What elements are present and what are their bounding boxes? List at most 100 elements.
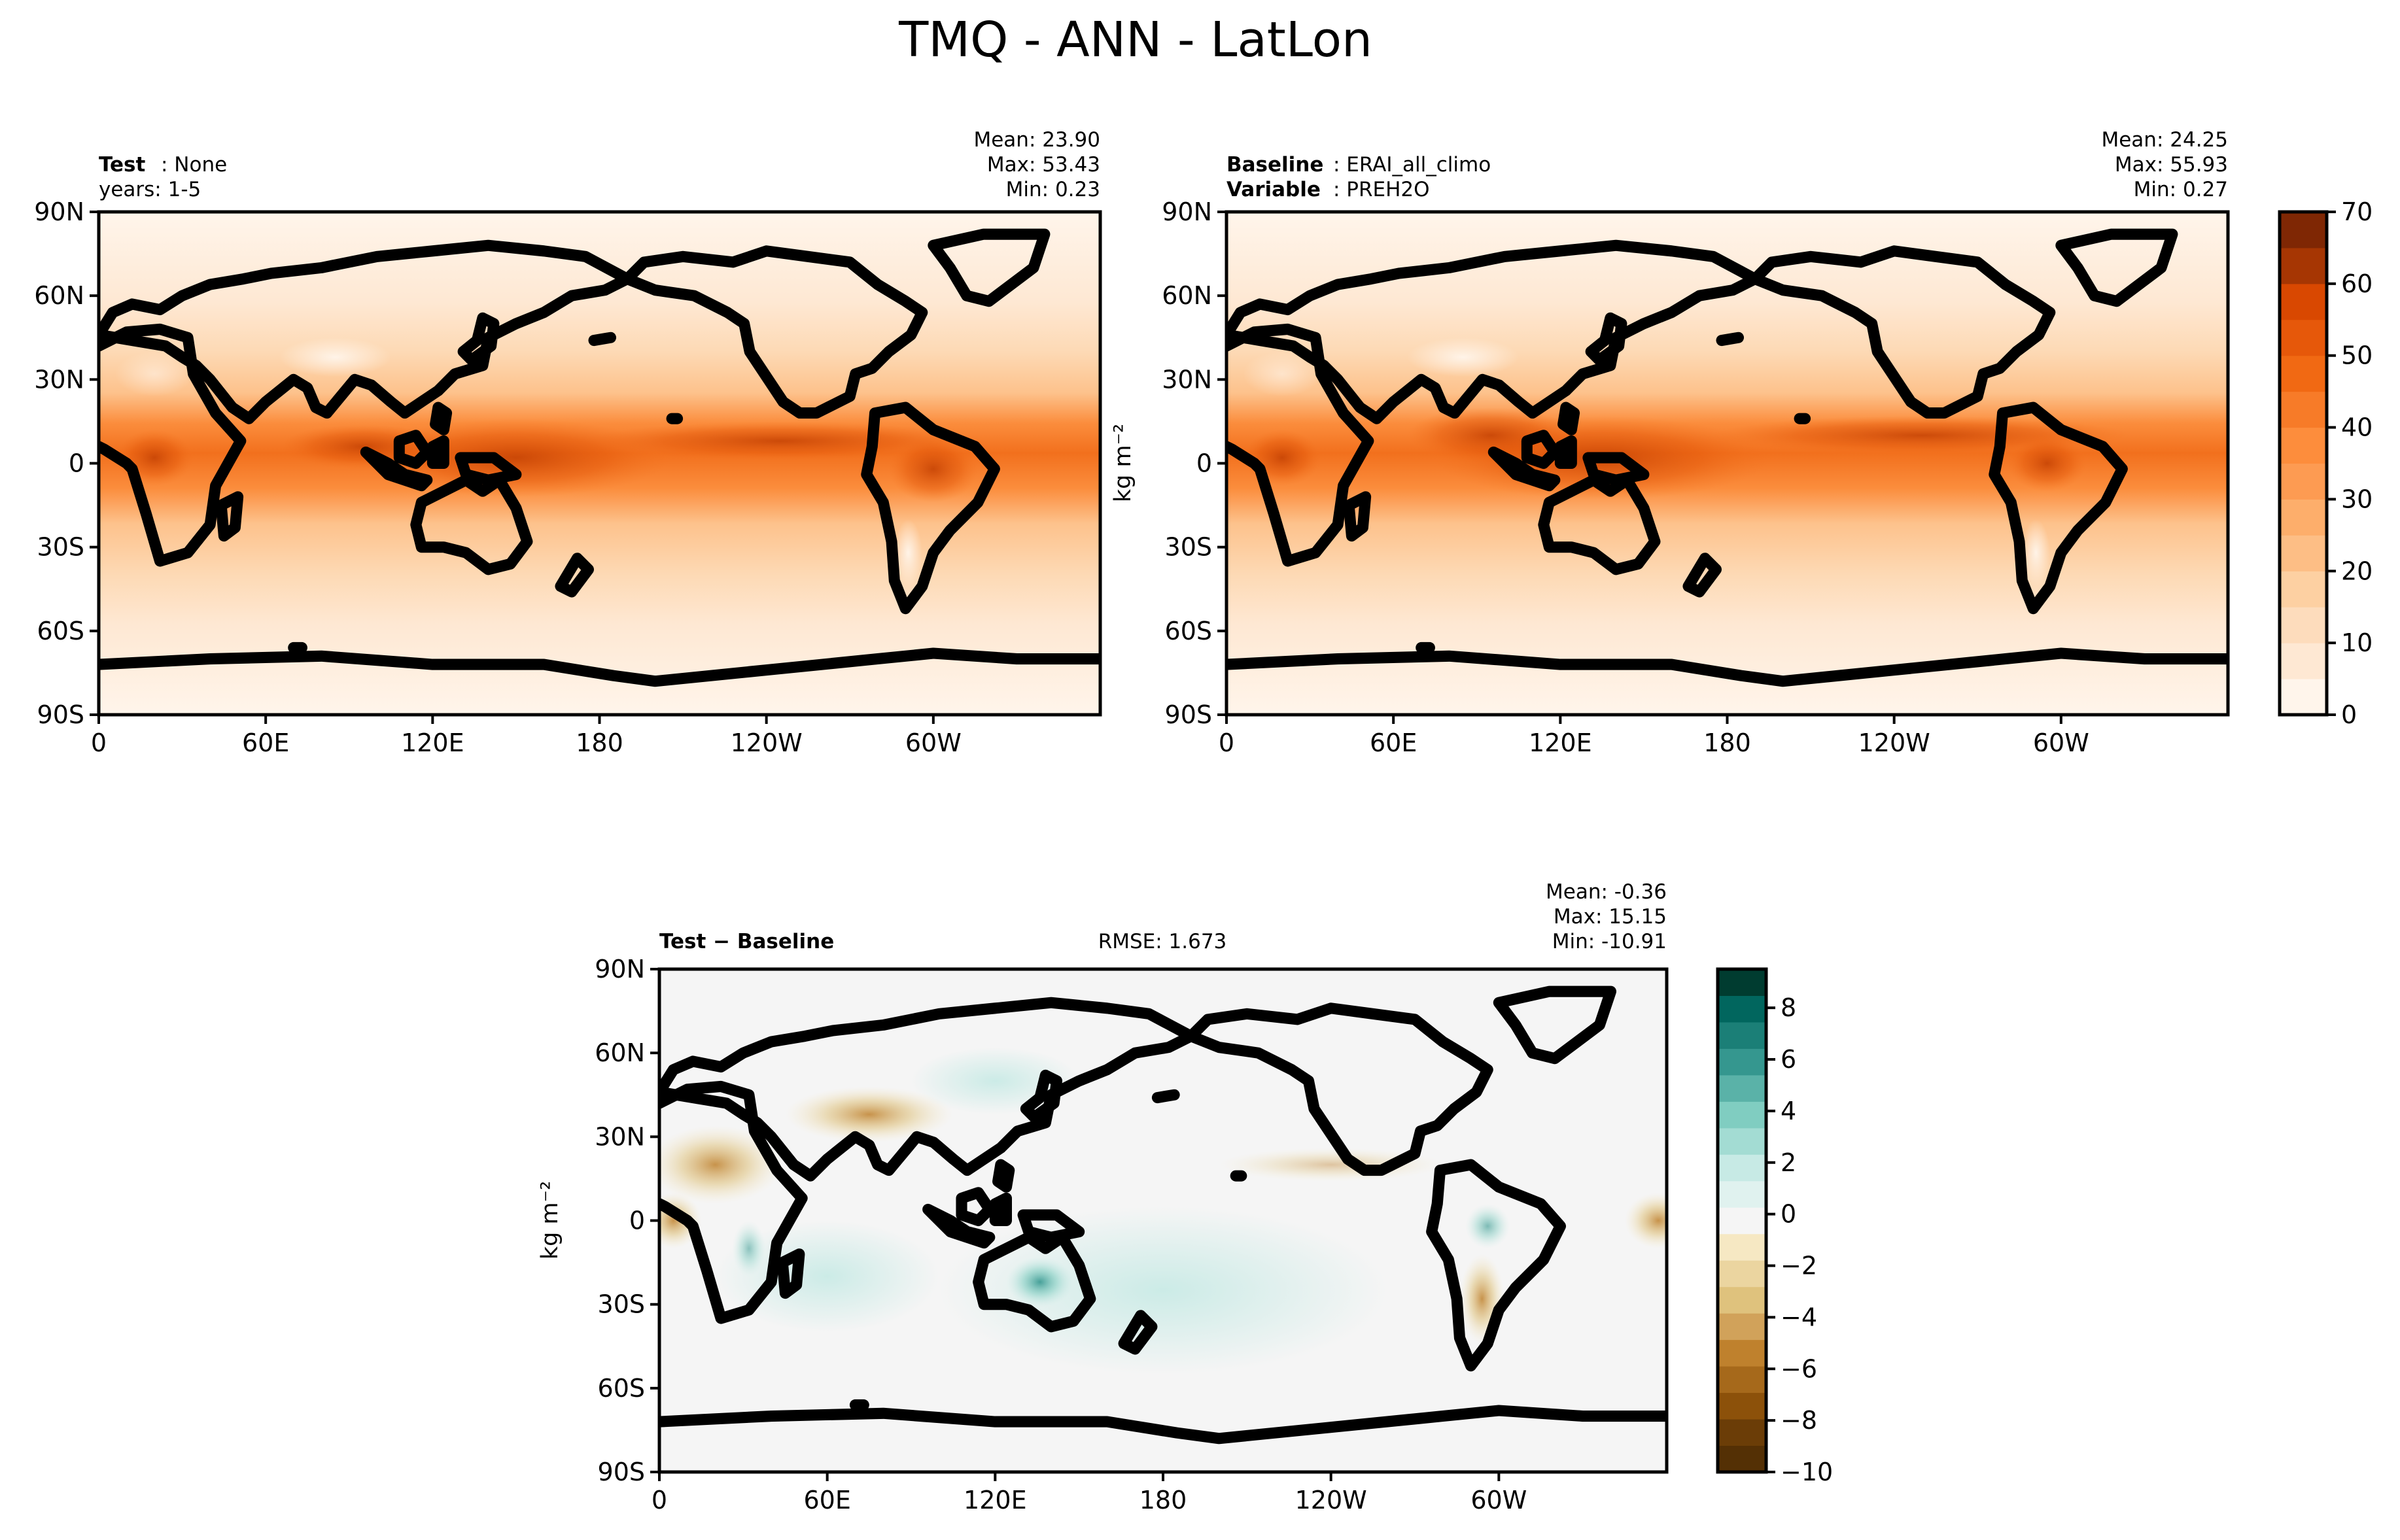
panel-test-mean: Mean: 23.90	[973, 128, 1100, 152]
colorbar-band	[2280, 283, 2327, 320]
y-tick-label: 60N	[595, 1038, 645, 1067]
colorbar-band	[1718, 1048, 1766, 1076]
panel-diff-rmse: RMSE: 1.673	[1098, 930, 1227, 953]
y-tick-label: 30N	[595, 1122, 645, 1151]
colorbar-band	[2280, 643, 2327, 679]
colorbar-tick-label: 10	[2341, 628, 2373, 657]
x-tick-label: 0	[91, 728, 107, 757]
colorbar-band	[1718, 1260, 1766, 1288]
colorbar-band	[2280, 463, 2327, 500]
colorbar-band	[1718, 1207, 1766, 1235]
y-tick-label: 90N	[34, 197, 84, 226]
colorbar-band	[1718, 1180, 1766, 1208]
colorbar-band	[1718, 1021, 1766, 1049]
y-tick-label: 30N	[1162, 365, 1212, 394]
colorbar-band	[2280, 679, 2327, 715]
colorbar-band	[2280, 355, 2327, 392]
colorbar-tick-label: 60	[2341, 269, 2373, 298]
panel-test: Test : None years: 1-5 Mean: 23.90 Max: …	[97, 128, 1102, 717]
colorbar-tick-label: −4	[1781, 1303, 1817, 1331]
colorbar-tick-label: 8	[1781, 993, 1796, 1022]
x-tick-label: 0	[652, 1486, 667, 1514]
panel-baseline-label: Baseline	[1226, 153, 1323, 177]
colorbar-band	[1718, 1154, 1766, 1182]
colorbar-band	[2280, 391, 2327, 428]
x-tick-label: 180	[576, 728, 623, 757]
colorbar-band	[2280, 607, 2327, 643]
colorbar-tick-label: −6	[1781, 1354, 1817, 1383]
panel-baseline-ylabel: kg m⁻²	[1110, 424, 1136, 502]
panel-diff-label: Test − Baseline	[659, 930, 834, 953]
y-tick-label: 60S	[1165, 617, 1212, 645]
panel-diff-min: Min: -10.91	[1552, 930, 1667, 953]
colorbar-band	[2280, 535, 2327, 572]
y-tick-label: 60N	[1162, 281, 1212, 310]
colorbar-band	[2280, 319, 2327, 356]
colorbar-band	[1718, 1366, 1766, 1394]
x-tick-label: 60W	[1470, 1486, 1527, 1514]
panel-baseline-var-value: : PREH2O	[1333, 178, 1430, 201]
panel-baseline-min: Min: 0.27	[2134, 178, 2228, 201]
panel-diff-mean: Mean: -0.36	[1546, 880, 1667, 904]
panel-test-value: : None	[161, 153, 227, 177]
colorbar-tick-label: 30	[2341, 485, 2373, 513]
panel-baseline-map	[1225, 210, 2230, 717]
colorbar-band	[1718, 1286, 1766, 1314]
y-tick-label: 0	[69, 449, 84, 478]
x-tick-label: 120E	[1529, 728, 1592, 757]
y-tick-label: 0	[1196, 449, 1212, 478]
x-tick-label: 120W	[1858, 728, 1930, 757]
colorbar-band	[1718, 995, 1766, 1023]
x-tick-label: 120W	[731, 728, 803, 757]
colorbar-tick-label: −2	[1781, 1252, 1817, 1280]
colorbar-tick-label: 0	[1781, 1200, 1796, 1229]
colorbar-band	[1718, 1074, 1766, 1102]
colorbar-band	[1718, 1233, 1766, 1261]
panel-baseline-value: : ERAI_all_climo	[1333, 153, 1491, 177]
colorbar-band	[1718, 1445, 1766, 1473]
figure-title: TMQ - ANN - LatLon	[898, 12, 1372, 68]
y-tick-label: 30S	[1165, 533, 1212, 562]
colorbar-diverging: 8 6 4 2 0 −2 −4 −6 −8 −10	[1716, 967, 1833, 1486]
colorbar-tick-label: 0	[2341, 700, 2357, 729]
panel-test-max: Max: 53.43	[987, 153, 1100, 177]
y-tick-label: 90N	[1162, 197, 1212, 226]
panel-diff-max: Max: 15.15	[1554, 905, 1667, 929]
y-tick-label: 60N	[34, 281, 84, 310]
colorbar-band	[1718, 1419, 1766, 1446]
x-tick-label: 60W	[2033, 728, 2089, 757]
x-tick-label: 60E	[803, 1486, 850, 1514]
colorbar-band	[1718, 1339, 1766, 1367]
panel-test-min: Min: 0.23	[1006, 178, 1100, 201]
colorbar-band	[1718, 1101, 1766, 1129]
colorbar-tick-label: 40	[2341, 413, 2373, 442]
x-tick-label: 0	[1219, 728, 1234, 757]
panel-test-years: years: 1-5	[99, 178, 201, 201]
panel-baseline-mean: Mean: 24.25	[2101, 128, 2228, 152]
colorbar-tick-label: 20	[2341, 556, 2373, 585]
panel-diff-map	[657, 967, 1669, 1474]
panel-baseline: Baseline : ERAI_all_climo Variable : PRE…	[1110, 128, 2230, 717]
colorbar-band	[2280, 499, 2327, 536]
x-tick-label: 120W	[1295, 1486, 1367, 1514]
panel-diff: Test − Baseline RMSE: 1.673 Mean: -0.36 …	[537, 880, 1669, 1474]
x-tick-label: 60W	[905, 728, 962, 757]
colorbar-sequential: 0 10 20 30 40 50 60 70	[2278, 197, 2373, 729]
x-tick-label: 60E	[1370, 728, 1417, 757]
colorbar-tick-label: 70	[2341, 197, 2373, 226]
colorbar-tick-label: 50	[2341, 341, 2373, 370]
y-tick-label: 90S	[1165, 700, 1212, 729]
x-tick-label: 120E	[401, 728, 464, 757]
colorbar-band	[2280, 427, 2327, 464]
panel-diff-ylabel: kg m⁻²	[537, 1181, 563, 1259]
colorbar-tick-label: −8	[1781, 1406, 1817, 1435]
y-tick-label: 30N	[34, 365, 84, 394]
y-tick-label: 0	[629, 1206, 645, 1235]
colorbar-band	[2280, 212, 2327, 248]
panel-test-label: Test	[99, 153, 146, 177]
panel-baseline-max: Max: 55.93	[2115, 153, 2228, 177]
x-tick-label: 60E	[242, 728, 289, 757]
y-tick-label: 90S	[598, 1458, 645, 1486]
y-tick-label: 90N	[595, 955, 645, 984]
